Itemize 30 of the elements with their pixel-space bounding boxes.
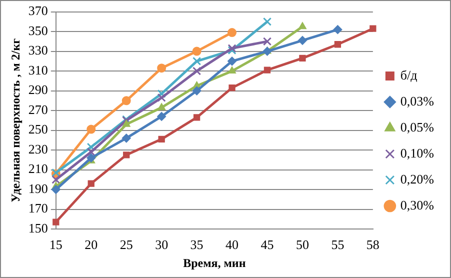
y-tick-label: 230 xyxy=(28,141,48,156)
legend-label: 0,05% xyxy=(400,119,434,134)
y-tick-label: 170 xyxy=(28,200,48,216)
y-tick-label: 150 xyxy=(28,220,48,236)
y-tick-label: 210 xyxy=(28,161,48,176)
y-tick-label: 190 xyxy=(28,180,48,196)
x-tick-label: 55 xyxy=(331,237,344,252)
x-tick-label: 15 xyxy=(49,237,62,252)
y-axis-title: Удельная поверхность , м 2/кг xyxy=(8,38,22,202)
y-tick-label: 330 xyxy=(28,42,48,58)
y-tick-label: 250 xyxy=(28,122,48,137)
y-tick-label: 370 xyxy=(28,3,48,18)
x-axis-title: Время, мин xyxy=(183,256,246,270)
x-tick-label: 20 xyxy=(84,237,98,252)
x-tick-label: 50 xyxy=(296,237,309,252)
x-tick-label: 25 xyxy=(120,237,133,252)
legend-label: 0,03% xyxy=(400,93,434,108)
legend-label: б/д xyxy=(400,67,418,82)
legend-label: 0,10% xyxy=(400,145,434,160)
legend-label: 0,30% xyxy=(400,197,434,212)
x-tick-label: 30 xyxy=(155,237,168,252)
legend-label: 0,20% xyxy=(400,171,434,186)
y-tick-label: 270 xyxy=(28,102,48,117)
x-tick-label: 45 xyxy=(260,237,274,252)
y-tick-label: 350 xyxy=(28,22,48,38)
y-tick-label: 290 xyxy=(28,82,48,98)
x-tick-label: 35 xyxy=(190,237,204,252)
y-tick-label: 310 xyxy=(28,62,48,78)
x-tick-label: 58 xyxy=(366,237,380,252)
x-tick-label: 40 xyxy=(226,237,239,252)
